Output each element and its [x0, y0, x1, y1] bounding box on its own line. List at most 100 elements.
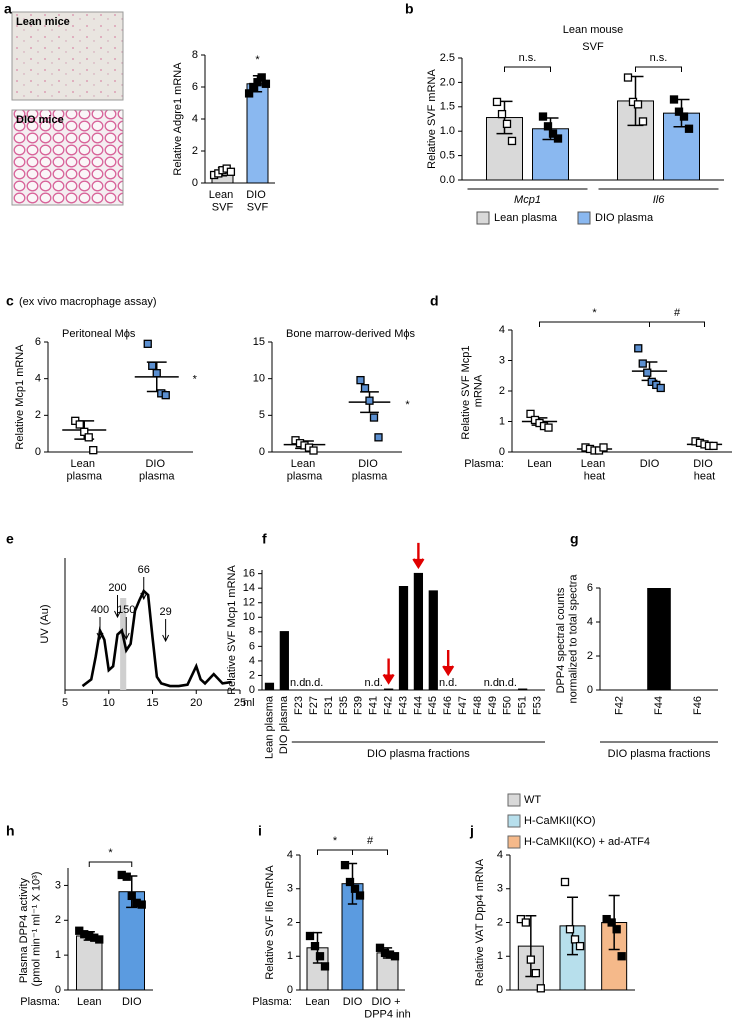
image-label: Lean mice — [16, 16, 70, 28]
significance-bracket — [317, 849, 353, 855]
x-tick-label: 15 — [146, 697, 158, 709]
marker-arrow — [96, 617, 104, 641]
data-point — [709, 441, 718, 451]
y-tick-label: 0 — [497, 984, 503, 996]
data-point — [656, 383, 665, 393]
bar — [76, 935, 103, 991]
bar — [279, 631, 289, 690]
x-tick-label: F39 — [353, 696, 365, 715]
data-point — [95, 935, 104, 944]
data-point — [390, 952, 400, 961]
x-tick-label: DIO — [640, 458, 660, 470]
significance-label: # — [367, 835, 374, 847]
panel-label: f — [262, 531, 267, 547]
y-tick-label: 6 — [249, 640, 255, 652]
data-point — [369, 413, 379, 422]
x-tick-label: DIO SVF — [246, 189, 269, 214]
panel-title: (ex vivo macrophage assay) — [19, 296, 157, 308]
y-tick-label: 2.0 — [440, 76, 455, 88]
y-tick-label: 3 — [499, 354, 505, 366]
marker-arrow — [114, 595, 121, 619]
x-tick-label: F49 — [487, 696, 499, 715]
data-point — [634, 344, 643, 353]
marker-label: 29 — [160, 606, 172, 618]
legend-swatch — [476, 211, 490, 225]
y-axis-label: DPP4 spectral counts normalized to total… — [555, 574, 580, 704]
significance-label: * — [193, 374, 198, 386]
y-tick-label: 2 — [249, 669, 255, 681]
data-point — [526, 409, 535, 419]
data-point — [565, 925, 575, 934]
group-label: DIO plasma fractions — [608, 748, 711, 760]
x-tick-label: F44 — [653, 696, 665, 715]
data-point — [638, 359, 647, 368]
data-point — [244, 89, 254, 98]
data-point — [261, 79, 271, 88]
x-tick-label: DIO — [122, 996, 142, 1008]
data-point — [679, 112, 689, 121]
x-prefix: Plasma: — [20, 996, 60, 1008]
value-label: n.d. — [439, 677, 457, 689]
x-tick-label: F45 — [427, 696, 439, 715]
y-tick-label: 10 — [243, 611, 255, 623]
significance-bracket — [352, 849, 388, 855]
x-tick-label: Lean — [77, 996, 101, 1008]
data-point — [543, 122, 553, 131]
significance-label: * — [108, 847, 113, 859]
y-tick-label: 6 — [587, 582, 593, 594]
y-tick-label: 2.5 — [440, 52, 455, 64]
value-label: n.d. — [305, 677, 323, 689]
y-tick-label: 3 — [287, 883, 293, 895]
y-tick-label: 2 — [497, 916, 503, 928]
y-tick-label: 8 — [192, 49, 198, 61]
y-tick-label: 4 — [587, 616, 593, 628]
y-tick-label: 4 — [249, 655, 255, 667]
x-tick-label: F23 — [293, 696, 305, 715]
y-tick-label: 2 — [499, 385, 505, 397]
x-tick-label: Lean plasma — [263, 695, 275, 759]
data-point — [148, 361, 157, 370]
y-tick-label: 3 — [55, 879, 61, 891]
y-tick-label: 16 — [243, 568, 255, 580]
x-tick-label: Mcp1 — [514, 194, 541, 206]
y-tick-label: 4 — [497, 849, 503, 861]
significance-bracket — [504, 66, 551, 72]
panel-label: a — [4, 1, 12, 17]
highlight-arrow — [382, 658, 395, 685]
significance-label: * — [405, 399, 410, 411]
data-point — [507, 136, 517, 146]
x-tick-label: F47 — [457, 696, 469, 715]
data-point — [360, 384, 370, 393]
y-axis-label: Plasma DPP4 activity (pmol min⁻¹ ml⁻¹ X … — [18, 872, 43, 987]
panel-label: g — [570, 531, 579, 547]
x-prefix: Plasma: — [464, 458, 504, 470]
y-tick-label: 6 — [192, 81, 198, 93]
data-point — [536, 984, 545, 993]
data-point — [521, 918, 530, 927]
significance-bracket — [649, 321, 705, 327]
y-tick-label: 6 — [35, 336, 41, 348]
data-point — [553, 134, 563, 143]
y-tick-label: 0.0 — [440, 174, 455, 186]
x-tick-label: 10 — [103, 697, 115, 709]
bar — [647, 588, 671, 690]
data-point — [137, 900, 146, 909]
x-tick-label: Lean plasma — [287, 458, 323, 483]
data-point — [633, 100, 643, 109]
significance-bracket — [635, 66, 682, 72]
y-tick-label: 0 — [249, 684, 255, 696]
data-point — [502, 119, 512, 129]
x-tick-label: F44 — [412, 696, 424, 715]
data-point — [374, 433, 383, 442]
x-unit: ml — [243, 697, 255, 709]
highlight-arrow — [412, 542, 425, 570]
data-point — [310, 941, 320, 951]
y-tick-label: 4 — [192, 113, 198, 125]
x-tick-label: DIO — [343, 996, 363, 1008]
marker-label: 150 — [117, 604, 135, 616]
x-tick-label: F50 — [502, 696, 514, 715]
shaded-region — [120, 598, 127, 690]
data-point — [669, 95, 679, 104]
y-tick-label: 2 — [55, 914, 61, 926]
panel-label: h — [6, 823, 15, 839]
